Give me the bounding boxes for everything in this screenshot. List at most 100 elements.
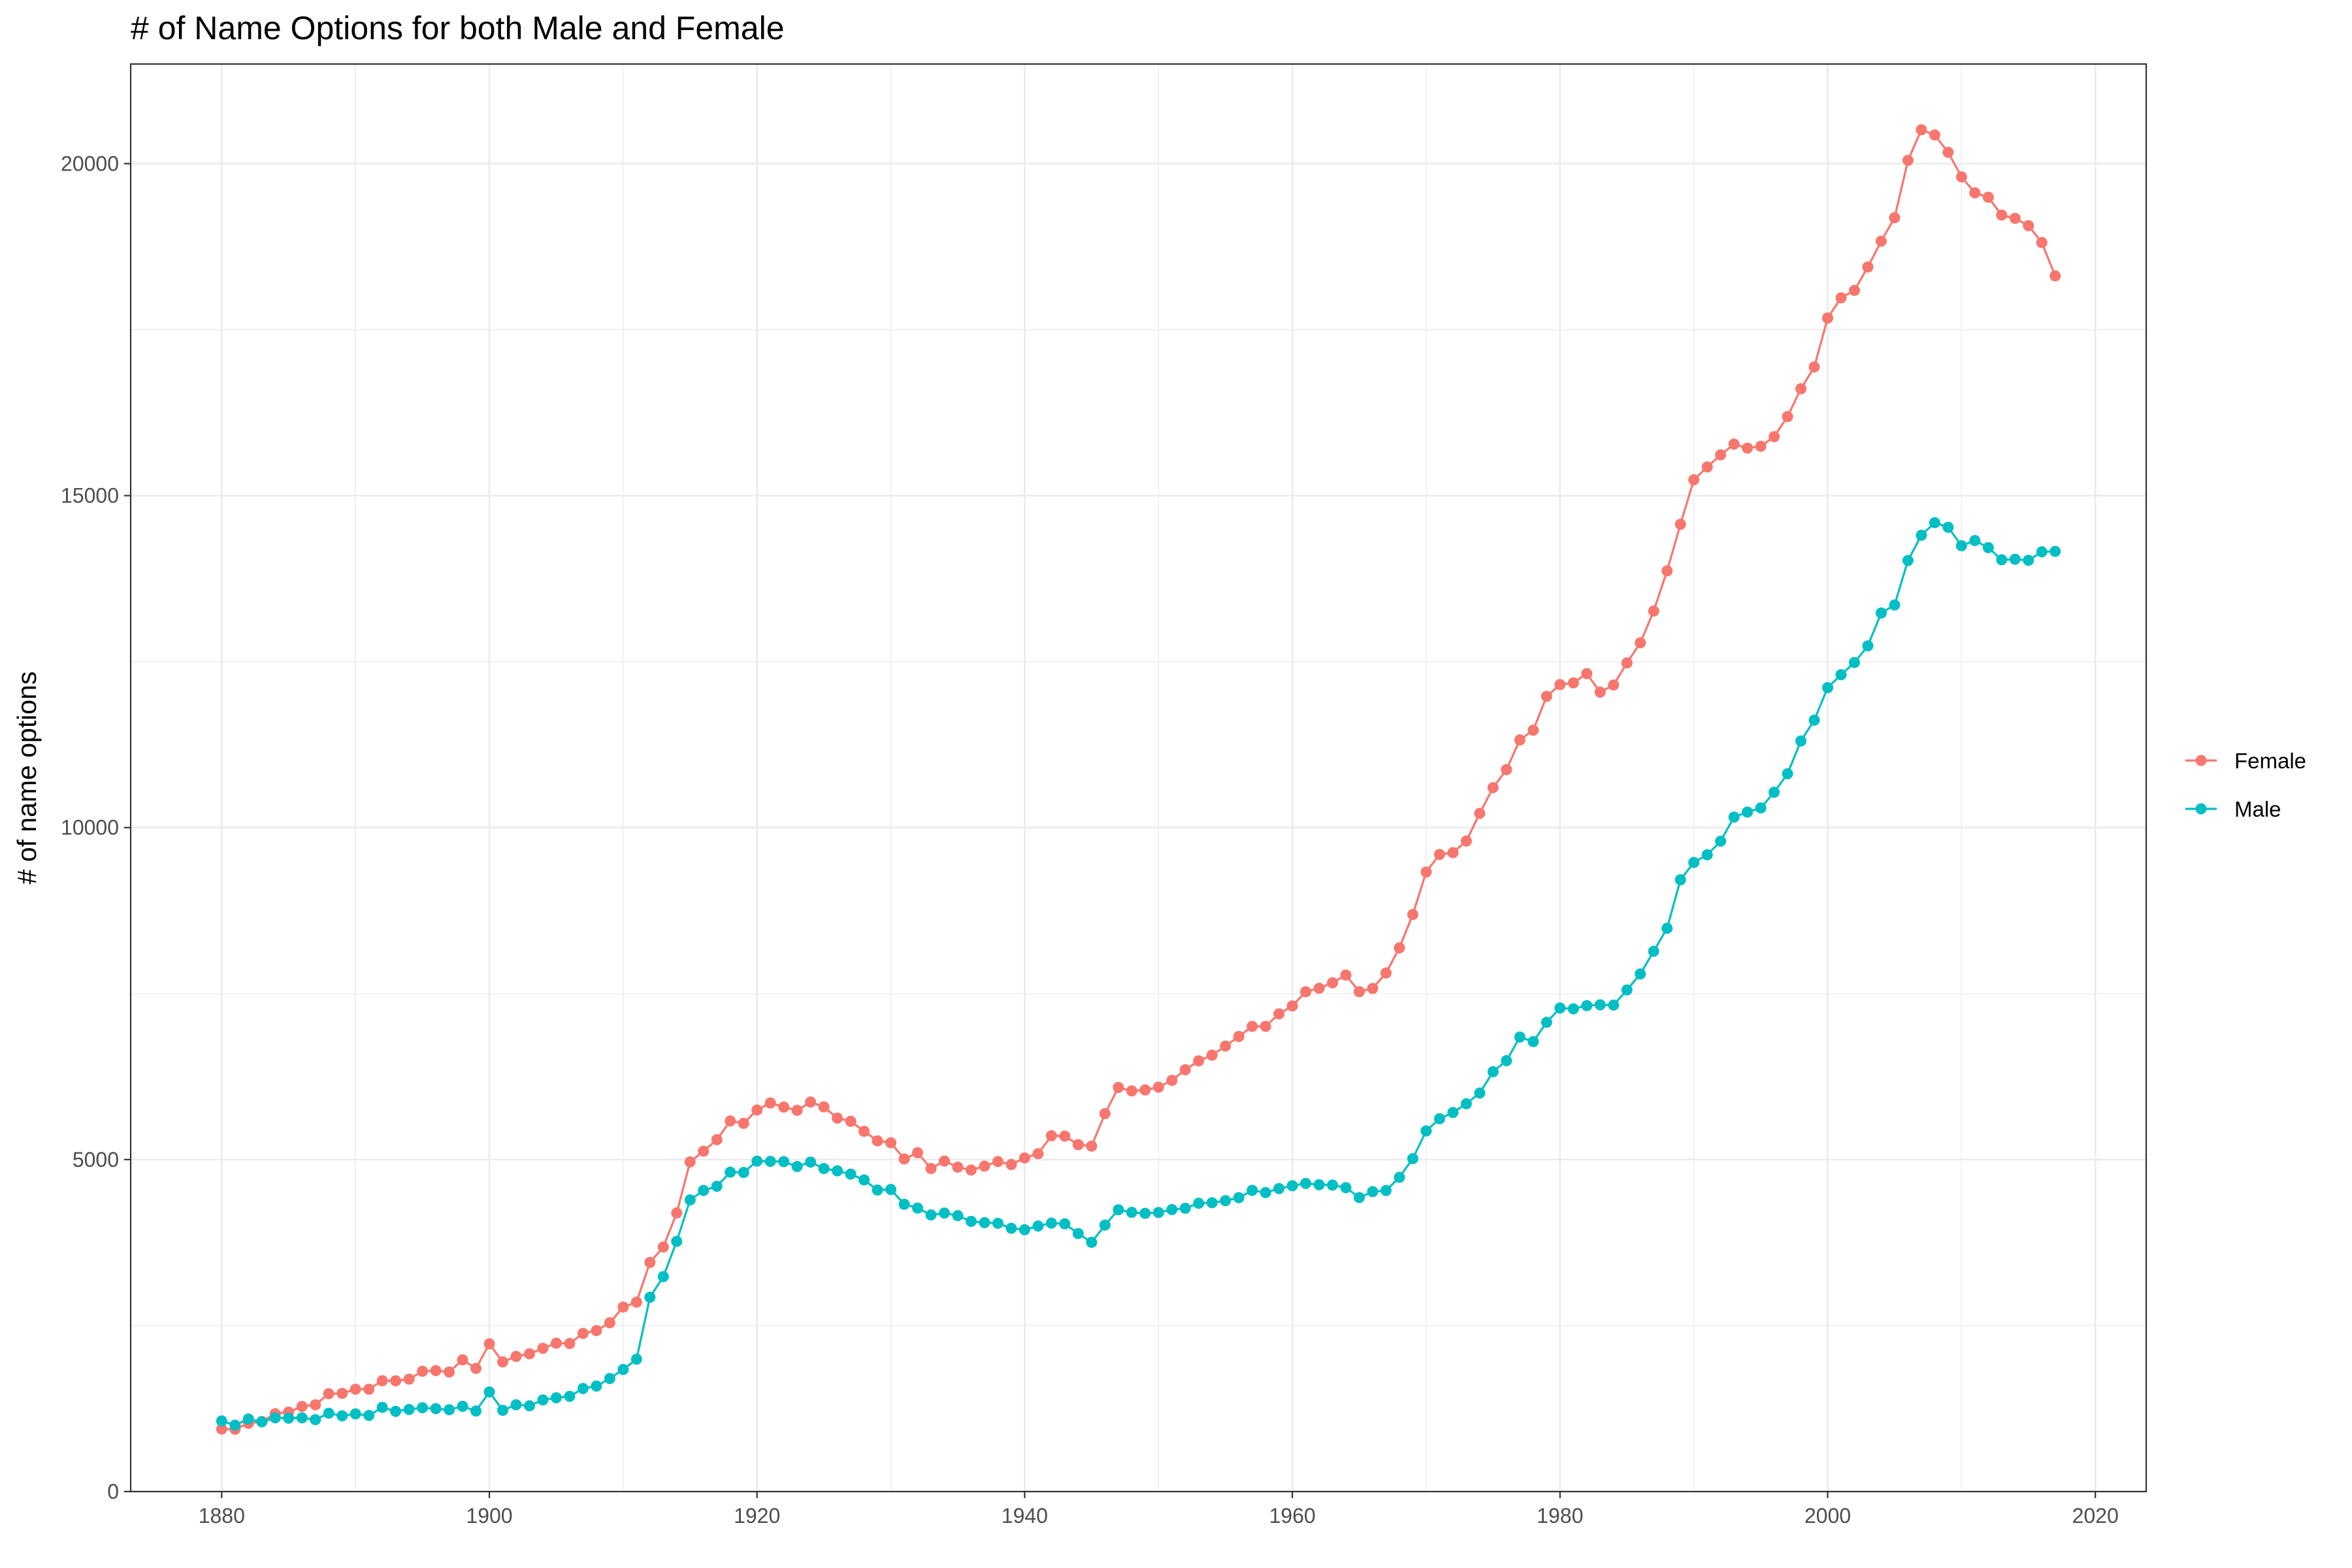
female-data-point [1233, 1031, 1245, 1043]
y-axis-label: # of name options [12, 672, 42, 885]
male-data-point [403, 1403, 415, 1415]
male-data-point [523, 1400, 535, 1412]
male-data-point [1635, 968, 1646, 980]
female-data-point [925, 1163, 937, 1175]
male-data-point [818, 1163, 830, 1175]
male-data-point [1608, 999, 1620, 1011]
female-data-point [630, 1296, 642, 1308]
female-data-point [430, 1365, 442, 1377]
y-tick-label: 5000 [73, 1148, 119, 1171]
legend: Female Male [2185, 749, 2306, 821]
female-data-point [1902, 154, 1914, 166]
female-data-point [1072, 1139, 1084, 1151]
male-data-point [992, 1217, 1004, 1229]
male-data-point [657, 1271, 669, 1282]
male-data-point [2036, 546, 2048, 558]
female-data-point [483, 1338, 495, 1350]
female-data-point [1541, 691, 1552, 702]
female-data-point [1769, 431, 1780, 442]
female-data-point [1701, 461, 1713, 473]
plot-panel-border [129, 63, 2148, 1493]
male-data-point [1367, 1186, 1379, 1198]
male-data-point [1581, 1000, 1593, 1011]
female-data-point [1715, 449, 1727, 461]
male-data-point [283, 1413, 295, 1424]
female-data-point [457, 1354, 468, 1365]
female-data-point [1152, 1081, 1164, 1093]
female-data-point [1367, 983, 1379, 994]
female-data-point [2036, 237, 2048, 248]
male-data-point [2050, 546, 2061, 557]
male-data-point [1354, 1192, 1365, 1203]
female-series [216, 124, 2061, 1435]
female-data-point [1514, 734, 1526, 745]
female-data-point [1795, 383, 1806, 395]
male-data-point [1313, 1179, 1325, 1190]
male-data-point [1902, 555, 1914, 566]
male-data-point [550, 1392, 562, 1403]
female-data-point [1126, 1085, 1137, 1097]
male-data-point [1688, 857, 1700, 868]
female-data-point [1286, 1000, 1298, 1012]
chart-title: # of Name Options for both Male and Fema… [131, 10, 785, 46]
female-data-point [1139, 1084, 1151, 1096]
female-data-point [537, 1343, 549, 1354]
male-data-point [1247, 1184, 1258, 1196]
male-data-point [1594, 999, 1606, 1011]
male-data-point [1045, 1217, 1057, 1229]
male-data-point [1835, 669, 1847, 681]
male-data-point [1139, 1207, 1151, 1219]
female-data-point [711, 1134, 723, 1145]
male-data-point [1193, 1198, 1205, 1209]
male-data-point [1099, 1219, 1111, 1231]
female-data-point [952, 1161, 964, 1173]
female-data-point [1929, 129, 1940, 141]
female-data-point [470, 1362, 482, 1374]
male-data-point [296, 1412, 308, 1424]
female-data-point [1407, 909, 1418, 921]
female-data-point [1420, 866, 1432, 878]
male-data-point [1929, 517, 1940, 529]
female-data-point [1045, 1130, 1057, 1141]
female-data-point [1635, 637, 1646, 649]
female-data-point [1661, 565, 1673, 577]
male-data-point [1808, 714, 1820, 726]
male-data-point [1340, 1182, 1352, 1194]
x-tick-label: 1980 [1537, 1504, 1583, 1527]
male-data-point [497, 1405, 508, 1416]
y-axis: 0 5000 10000 15000 20000 [61, 152, 131, 1503]
male-data-point [510, 1399, 522, 1411]
female-data-point [1955, 171, 1967, 183]
male-data-point [965, 1215, 977, 1227]
female-data-point [1300, 986, 1312, 998]
female-data-point [1982, 191, 1994, 203]
male-data-point [1433, 1113, 1445, 1124]
male-data-point [1059, 1218, 1071, 1230]
male-data-point [1728, 811, 1740, 823]
x-tick-label: 1900 [466, 1504, 512, 1527]
male-data-point [925, 1209, 937, 1221]
male-data-point [1179, 1202, 1191, 1214]
female-data-point [591, 1325, 602, 1337]
male-data-point [390, 1405, 402, 1417]
male-data-point [979, 1217, 990, 1228]
male-data-point [1152, 1207, 1164, 1218]
female-data-point [1005, 1158, 1017, 1170]
male-data-point [885, 1184, 897, 1196]
female-data-point [1942, 146, 1954, 158]
female-data-point [1327, 977, 1339, 988]
female-data-point [390, 1375, 402, 1386]
male-data-point [1982, 542, 1994, 553]
female-data-point [1594, 687, 1606, 698]
legend-item-male: Male [2185, 797, 2281, 821]
male-data-point [1233, 1192, 1245, 1203]
male-data-point [1501, 1055, 1512, 1067]
male-data-point [912, 1202, 923, 1214]
male-data-point [1514, 1031, 1526, 1043]
female-data-point [885, 1137, 897, 1149]
male-data-point [858, 1174, 870, 1186]
male-data-point [470, 1405, 482, 1417]
male-data-point [1273, 1183, 1285, 1194]
female-data-point [497, 1356, 508, 1368]
male-data-point [1032, 1220, 1044, 1232]
